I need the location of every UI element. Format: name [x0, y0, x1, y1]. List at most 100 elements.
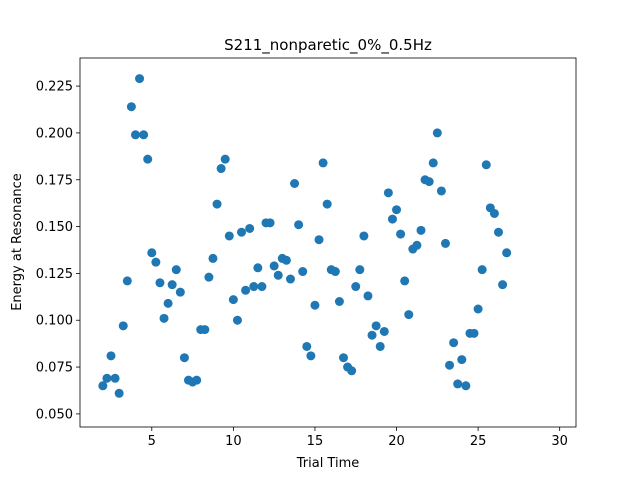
data-point: [404, 310, 414, 320]
data-point: [179, 353, 189, 363]
data-point: [290, 178, 300, 188]
data-point: [163, 298, 173, 308]
y-tick-label: 0.225: [36, 80, 73, 95]
data-point: [135, 74, 145, 84]
y-tick-label: 0.125: [36, 267, 73, 282]
data-point: [253, 263, 263, 273]
data-point: [237, 227, 247, 237]
plot-frame: [79, 57, 577, 428]
data-point: [436, 186, 446, 196]
data-point: [440, 238, 450, 248]
data-point: [449, 338, 459, 348]
data-point: [477, 265, 487, 275]
data-point: [392, 205, 402, 215]
x-tick-label: 30: [551, 434, 568, 449]
y-tick-label: 0.075: [36, 361, 73, 376]
data-point: [294, 220, 304, 230]
data-point: [122, 276, 132, 286]
data-point: [98, 381, 108, 391]
x-axis-ticks: 5 10 15 20 25 30: [148, 427, 568, 449]
data-point: [351, 282, 361, 292]
data-point: [245, 223, 255, 233]
data-point: [371, 321, 381, 331]
data-point: [298, 267, 308, 277]
data-point: [139, 130, 149, 140]
data-point: [269, 261, 279, 271]
data-point: [281, 255, 291, 265]
chart-title: S211_nonparetic_0%_0.5Hz: [224, 36, 432, 55]
data-point: [249, 282, 259, 292]
data-point: [424, 177, 434, 187]
x-tick-label: 5: [148, 434, 156, 449]
data-point: [375, 341, 385, 351]
data-point: [159, 313, 169, 323]
data-point: [175, 287, 185, 297]
x-tick-label: 10: [225, 434, 242, 449]
data-point: [171, 265, 181, 275]
data-point: [469, 328, 479, 338]
data-point: [314, 235, 324, 245]
data-point: [400, 276, 410, 286]
data-point: [273, 270, 283, 280]
data-point: [445, 360, 455, 370]
data-point: [396, 229, 406, 239]
data-point: [387, 214, 397, 224]
data-point: [143, 154, 153, 164]
data-point: [200, 325, 210, 335]
data-point: [334, 297, 344, 307]
data-point: [412, 240, 422, 250]
data-point: [285, 274, 295, 284]
data-point: [318, 158, 328, 168]
y-tick-label: 0.200: [36, 126, 73, 141]
data-point: [224, 231, 234, 241]
data-point: [130, 130, 140, 140]
data-point: [310, 300, 320, 310]
data-point: [347, 366, 357, 376]
y-tick-label: 0.100: [36, 314, 73, 329]
data-point: [106, 351, 116, 361]
data-point: [416, 225, 426, 235]
data-point: [355, 265, 365, 275]
data-point: [192, 375, 202, 385]
data-point: [330, 267, 340, 277]
data-point: [473, 304, 483, 314]
data-point: [457, 355, 467, 365]
data-point: [208, 253, 218, 263]
data-point: [126, 102, 136, 112]
data-point: [147, 248, 157, 258]
y-tick-label: 0.150: [36, 220, 73, 235]
data-point: [494, 227, 503, 237]
data-point: [359, 231, 369, 241]
x-tick-label: 25: [470, 434, 487, 449]
y-axis-ticks: 0.050 0.075 0.100 0.125 0.150 0.175 0.200 0.225: [36, 80, 80, 422]
data-point: [306, 351, 316, 361]
x-tick-label: 15: [307, 434, 324, 449]
data-point: [110, 373, 120, 383]
y-tick-label: 0.175: [36, 173, 73, 188]
data-point: [212, 199, 222, 209]
data-point: [102, 373, 112, 383]
data-point: [155, 278, 165, 288]
data-point: [498, 280, 508, 290]
data-point: [502, 248, 512, 258]
y-axis-label: Energy at Resonance: [10, 173, 25, 311]
data-point: [228, 295, 238, 305]
y-tick-label: 0.050: [36, 407, 73, 422]
data-point: [367, 330, 377, 340]
data-point: [383, 188, 393, 198]
data-point: [167, 280, 177, 290]
data-points: [98, 74, 512, 398]
data-point: [379, 326, 389, 336]
data-point: [241, 285, 251, 295]
data-point: [489, 208, 499, 218]
data-point: [302, 341, 312, 351]
data-point: [322, 199, 332, 209]
data-point: [453, 379, 463, 389]
data-point: [481, 160, 491, 170]
data-point: [363, 291, 373, 301]
x-axis-label: Trial Time: [296, 456, 360, 471]
data-point: [220, 154, 230, 164]
data-point: [216, 164, 226, 174]
